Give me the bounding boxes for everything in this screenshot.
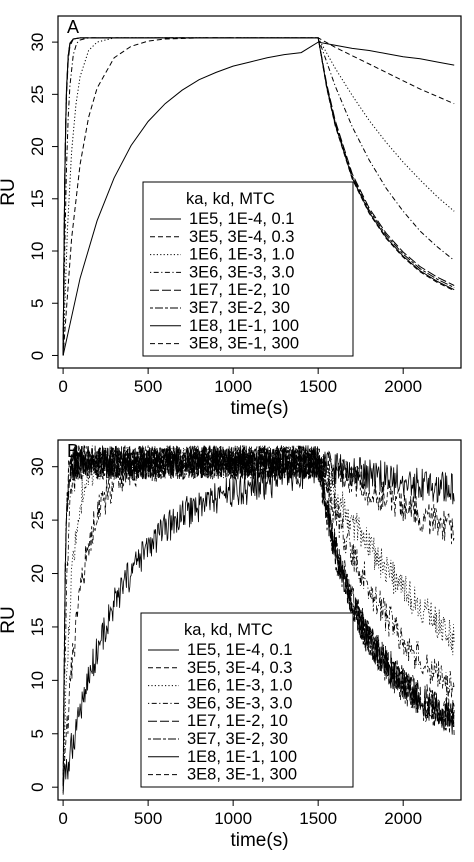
x-tick-label: 0 [58, 377, 67, 396]
legend-entry: 3E8, 3E-1, 300 [189, 335, 299, 353]
x-tick-label: 1000 [214, 809, 252, 828]
series-line [62, 445, 455, 794]
x-tick-label: 1500 [299, 377, 337, 396]
series-line [62, 445, 455, 783]
x-tick-label: 500 [134, 377, 162, 396]
x-tick-label: 1000 [214, 377, 252, 396]
panel-label: A [67, 17, 79, 37]
legend-box [142, 181, 354, 357]
legend-entry: 3E5, 3E-4, 0.3 [187, 659, 293, 677]
legend-entry: 3E8, 3E-1, 300 [187, 766, 297, 784]
panel-label: B [67, 441, 79, 461]
x-tick-label: 0 [58, 809, 67, 828]
y-tick-label: 15 [28, 617, 47, 636]
series-line [62, 450, 455, 795]
legend-entry: 1E5, 1E-4, 0.1 [187, 641, 293, 659]
plot-frame [57, 439, 462, 801]
series-group [62, 444, 455, 795]
x-tick-label: 2000 [384, 809, 422, 828]
legend-box [140, 612, 354, 788]
legend-entry: 3E6, 3E-3, 3.0 [187, 694, 293, 712]
legend-title: ka, kd, MTC [186, 190, 275, 208]
y-axis-label: RU [0, 606, 19, 633]
x-axis-label: time(s) [230, 830, 288, 851]
x-tick-label: 500 [134, 809, 162, 828]
legend-entry: 3E7, 3E-2, 30 [187, 730, 288, 748]
series-line [62, 37, 455, 356]
x-axis-label: time(s) [230, 398, 288, 419]
y-tick-label: 30 [28, 33, 47, 52]
legend-title: ka, kd, MTC [184, 621, 273, 639]
legend-entry: 1E8, 1E-1, 100 [189, 317, 299, 335]
legend-entry: 1E7, 1E-2, 10 [189, 281, 290, 299]
y-tick-label: 15 [28, 189, 47, 208]
x-tick-label: 1500 [299, 809, 337, 828]
y-tick-label: 10 [28, 671, 47, 690]
y-tick-label: 30 [28, 457, 47, 476]
legend-entry: 3E7, 3E-2, 30 [189, 299, 290, 317]
panel-b: 0 5 10 15 20 25 30 0 500 1000 1500 2000 time(s) RU Bka… [0, 439, 462, 851]
legend-entry: 1E7, 1E-2, 10 [187, 712, 288, 730]
plot-frame [57, 15, 462, 369]
legend-entry: 1E8, 1E-1, 100 [187, 748, 297, 766]
y-tick-label: 0 [28, 351, 47, 360]
y-axis-label: RU [0, 178, 19, 205]
y-tick-label: 20 [28, 564, 47, 583]
y-tick-label: 5 [28, 729, 47, 738]
y-tick-label: 25 [28, 511, 47, 530]
series-line [62, 41, 455, 356]
legend-entry: 3E6, 3E-3, 3.0 [189, 263, 295, 281]
legend-entry: 1E6, 1E-3, 1.0 [189, 246, 295, 264]
y-tick-label: 25 [28, 85, 47, 104]
legend-entry: 1E6, 1E-3, 1.0 [187, 677, 293, 695]
series-group [62, 37, 455, 356]
panel-a: 0 5 10 15 20 25 30 0 500 1000 1500 2000 time(s) RU Aka… [0, 15, 462, 419]
y-tick-label: 10 [28, 242, 47, 261]
x-tick-label: 2000 [384, 377, 422, 396]
legend-entry: 3E5, 3E-4, 0.3 [189, 228, 295, 246]
y-tick-label: 5 [28, 299, 47, 308]
y-tick-label: 0 [28, 782, 47, 791]
legend-entry: 1E5, 1E-4, 0.1 [189, 210, 295, 228]
y-tick-label: 20 [28, 137, 47, 156]
